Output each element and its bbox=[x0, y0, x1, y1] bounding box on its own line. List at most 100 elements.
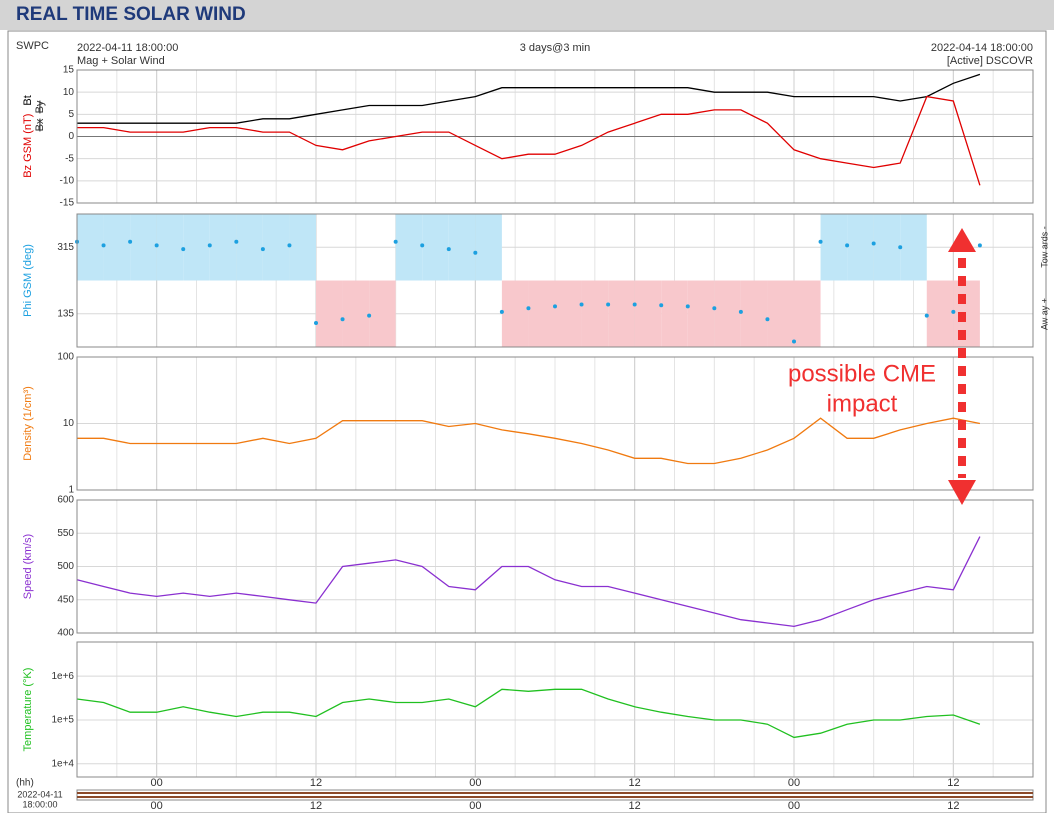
phi-point bbox=[818, 239, 823, 244]
phi-point bbox=[924, 313, 929, 318]
arrow-head bbox=[948, 228, 976, 252]
timeline bbox=[76, 789, 1034, 801]
annotation: impact bbox=[827, 390, 898, 417]
sector-band bbox=[740, 280, 768, 347]
sector-band bbox=[475, 214, 502, 281]
phi-point bbox=[234, 239, 239, 244]
sector-band bbox=[687, 280, 715, 347]
component-label: Bx bbox=[34, 118, 46, 131]
y-tick-label: 400 bbox=[57, 628, 74, 639]
phi-point bbox=[871, 241, 876, 246]
component-label: By bbox=[34, 100, 46, 113]
hour-unit: (hh) bbox=[16, 778, 34, 789]
phi-point bbox=[712, 306, 717, 311]
series-line bbox=[77, 417, 981, 465]
phi-point bbox=[632, 302, 637, 307]
y-tick-label: 1e+4 bbox=[51, 758, 74, 769]
sector-band bbox=[714, 280, 741, 347]
sector-band bbox=[847, 214, 874, 281]
panel-frame bbox=[76, 213, 1034, 348]
x-tick-label: 12 bbox=[629, 800, 641, 812]
y-tick-label: 500 bbox=[57, 561, 74, 572]
y-tick-label: 1e+6 bbox=[51, 671, 74, 682]
phi-point bbox=[340, 317, 345, 322]
series-line bbox=[76, 536, 981, 628]
sector-band bbox=[103, 214, 131, 281]
phi-point bbox=[499, 309, 504, 314]
x-tick-label: 00 bbox=[469, 800, 481, 812]
series-line bbox=[77, 95, 981, 186]
y-tick-label: -5 bbox=[65, 153, 74, 164]
y-tick-label: -15 bbox=[60, 198, 75, 209]
x-tick-label: 00 bbox=[788, 800, 800, 812]
phi-point bbox=[473, 250, 478, 255]
y-tick-label: 450 bbox=[57, 594, 74, 605]
phi-point bbox=[181, 247, 186, 252]
sector-band bbox=[873, 214, 901, 281]
sector-band bbox=[369, 280, 396, 347]
y-tick-label: 10 bbox=[63, 87, 75, 98]
phi-point bbox=[393, 239, 398, 244]
sector-band bbox=[608, 280, 635, 347]
series-label: Bz GSM (nT) bbox=[22, 114, 34, 178]
series-line bbox=[77, 73, 981, 124]
sector-band bbox=[156, 214, 184, 281]
sector-band bbox=[767, 280, 794, 347]
x-tick-label: 00 bbox=[788, 777, 800, 789]
sector-band bbox=[262, 214, 290, 281]
phi-point bbox=[845, 243, 850, 248]
arrow-head bbox=[948, 480, 976, 505]
end-time: 2022-04-14 18:00:00 bbox=[931, 42, 1033, 54]
phi-point bbox=[446, 247, 451, 252]
y-axis-label: Temperature (°K) bbox=[22, 668, 34, 752]
sector-band bbox=[953, 280, 980, 347]
start-date: 2022-04-11 bbox=[17, 789, 62, 799]
y-tick-label: 100 bbox=[57, 352, 74, 363]
sector-band bbox=[395, 214, 423, 281]
phi-point bbox=[792, 339, 796, 344]
y-tick-label: 600 bbox=[57, 495, 74, 506]
y-tick-label: 1e+5 bbox=[51, 715, 74, 726]
annotation: possible CME bbox=[788, 360, 936, 387]
x-tick-label: 12 bbox=[629, 777, 641, 789]
x-tick-label: 12 bbox=[310, 800, 322, 812]
series-label: Phi GSM (deg) bbox=[22, 244, 34, 317]
x-tick-label: 00 bbox=[151, 800, 163, 812]
title-bar bbox=[0, 0, 1054, 30]
phi-point bbox=[101, 243, 106, 248]
x-tick-label: 12 bbox=[947, 777, 959, 789]
phi-point bbox=[260, 247, 265, 252]
plot-frame bbox=[7, 30, 1047, 813]
sector-band bbox=[581, 280, 609, 347]
phi-point bbox=[553, 304, 557, 309]
panel-frame bbox=[76, 499, 1034, 634]
spacecraft: [Active] DSCOVR bbox=[947, 55, 1033, 67]
sector-band bbox=[900, 214, 927, 281]
y-axis-label: Phi GSM (deg) bbox=[22, 244, 34, 317]
phi-point bbox=[207, 243, 212, 248]
phi-point bbox=[951, 309, 956, 314]
series-line bbox=[76, 688, 981, 739]
sector-band bbox=[926, 280, 954, 347]
x-tick-label: 00 bbox=[469, 777, 481, 789]
phi-point bbox=[579, 302, 584, 307]
sector-band bbox=[77, 214, 104, 281]
sector-band bbox=[209, 214, 237, 281]
y-tick-label: 1 bbox=[68, 485, 74, 496]
y-tick-label: 0 bbox=[68, 131, 74, 142]
x-tick-label: 00 bbox=[151, 777, 163, 789]
y-tick-label: 135 bbox=[57, 308, 74, 319]
panel-frame bbox=[76, 356, 1034, 491]
source: SWPC bbox=[16, 40, 49, 52]
page-title: REAL TIME SOLAR WIND bbox=[16, 4, 246, 25]
sector-band bbox=[342, 280, 370, 347]
subtitle: Mag + Solar Wind bbox=[77, 55, 165, 67]
sector-band bbox=[634, 280, 662, 347]
y-axis-label: Bz GSM (nT) Bt bbox=[22, 95, 34, 178]
phi-point bbox=[606, 302, 611, 307]
sector-band bbox=[501, 280, 529, 347]
sector-band bbox=[289, 214, 316, 281]
y-tick-label: 315 bbox=[57, 242, 74, 253]
series-label: Bt bbox=[22, 95, 34, 105]
